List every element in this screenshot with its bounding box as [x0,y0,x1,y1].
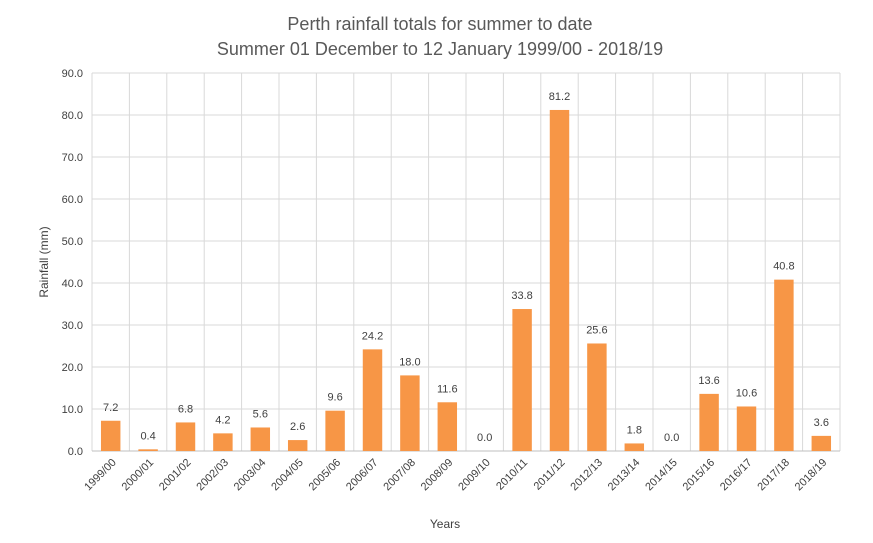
data-label: 2.6 [290,421,305,433]
x-tick-label: 2016/17 [718,457,755,494]
x-tick-label: 2009/10 [456,457,493,494]
data-label: 40.8 [773,261,794,273]
bar [250,427,271,451]
x-tick-label: 1999/00 [82,457,119,494]
data-label: 3.6 [814,417,829,429]
bar [512,309,532,451]
data-label: 1.8 [627,424,642,436]
data-label: 5.6 [253,408,268,420]
data-label: 4.2 [215,414,230,426]
x-tick-labels: 1999/00 2000/01 2001/02 2002/03 2003/04 2004/… [82,457,829,494]
bar [624,443,645,451]
bar [774,279,794,451]
x-tick-label: 2003/04 [232,457,269,494]
bar [811,435,832,451]
y-tick-label: 70.0 [62,152,83,164]
bar [325,410,345,451]
chart-title: Perth rainfall totals for summer to date [287,14,592,34]
x-tick-label: 2001/02 [157,457,194,494]
bars [100,109,832,452]
x-tick-label: 2004/05 [269,457,306,494]
data-label: 10.6 [736,387,757,399]
bar [100,420,121,451]
bar [287,440,308,451]
y-tick-label: 10.0 [62,404,83,416]
gridlines [91,72,841,452]
y-tick-label: 50.0 [62,236,83,248]
y-tick-label: 20.0 [62,362,83,374]
x-tick-label: 2005/06 [307,457,344,494]
bar [699,393,719,451]
x-tick-label: 2002/03 [194,457,231,494]
x-tick-label: 2012/13 [568,457,605,494]
data-label: 0.0 [664,432,679,444]
y-tick-label: 90.0 [62,68,83,80]
x-tick-label: 2013/14 [606,457,643,494]
bar [175,422,196,451]
bar [437,402,458,451]
data-label: 81.2 [549,91,570,103]
data-label: 18.0 [399,356,420,368]
data-label: 24.2 [362,330,383,342]
data-labels: 7.2 0.4 6.8 4.2 5.6 2.6 9.6 24.2 18.0 11.6 0.0 33.8… [103,91,829,444]
x-axis-label: Years [430,517,460,531]
x-tick-label: 2017/18 [755,457,792,494]
bar [587,343,607,451]
data-label: 0.4 [140,430,155,442]
y-tick-label: 30.0 [62,320,83,332]
bar [138,449,158,451]
bar [400,375,420,451]
data-label: 33.8 [511,290,532,302]
y-tick-labels: 0.0 10.0 20.0 30.0 40.0 50.0 60.0 70.0 80.0 90.0 [62,68,83,458]
x-tick-label: 2008/09 [419,457,456,494]
y-tick-label: 60.0 [62,194,83,206]
data-label: 7.2 [103,402,118,414]
bar [362,349,383,451]
x-tick-label: 2018/19 [793,457,830,494]
y-axis-label: Rainfall (mm) [37,226,51,297]
x-tick-label: 2006/07 [344,457,381,494]
chart-subtitle: Summer 01 December to 12 January 1999/00… [217,39,663,59]
y-tick-label: 40.0 [62,278,83,290]
data-label: 0.0 [477,432,492,444]
data-label: 25.6 [586,324,607,336]
data-label: 6.8 [178,403,193,415]
bar [549,109,570,452]
bar [213,433,233,451]
y-tick-label: 80.0 [62,110,83,122]
data-label: 13.6 [698,375,719,387]
x-tick-label: 2014/15 [643,457,680,494]
x-tick-label: 2007/08 [381,457,418,494]
x-tick-label: 2000/01 [120,457,157,494]
y-tick-label: 0.0 [68,446,83,458]
x-tick-label: 2015/16 [681,457,718,494]
x-tick-label: 2011/12 [532,457,568,493]
x-tick-label: 2010/11 [494,457,530,493]
bar [736,406,757,451]
data-label: 9.6 [327,392,342,404]
data-label: 11.6 [437,383,458,395]
